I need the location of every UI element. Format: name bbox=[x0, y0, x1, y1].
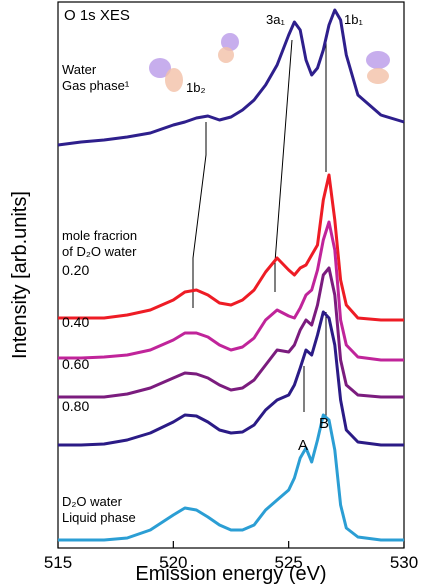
x-axis-title: Emission energy (eV) bbox=[135, 563, 326, 585]
guide-line bbox=[274, 39, 293, 292]
guide-line bbox=[192, 122, 207, 308]
annotation: 1b₂ bbox=[186, 80, 206, 95]
orbital-icon bbox=[366, 51, 390, 69]
series-label: D₂O water Liquid phase bbox=[62, 494, 136, 525]
plot-frame bbox=[57, 1, 405, 549]
spectrum-line bbox=[58, 310, 404, 447]
annotation: A bbox=[298, 437, 309, 454]
x-tick-label: 520 bbox=[159, 553, 187, 572]
spectrum-line bbox=[57, 8, 405, 147]
guide-lines bbox=[192, 39, 327, 418]
annotation: 3a₁ bbox=[266, 12, 285, 27]
spectrum-line bbox=[58, 173, 404, 322]
series-label: 0.80 bbox=[62, 398, 90, 414]
annotation: 1b₁ bbox=[344, 12, 363, 27]
annotation: B bbox=[319, 415, 330, 432]
orbital-icon bbox=[218, 47, 234, 63]
x-tick-label: 515 bbox=[44, 553, 72, 572]
series-label: 0.40 bbox=[62, 314, 90, 330]
orbital-icon bbox=[367, 68, 389, 84]
spectrum-line bbox=[58, 413, 404, 542]
series-label: 0.60 bbox=[62, 356, 90, 372]
orbital-icon bbox=[149, 58, 171, 78]
orbital-icon bbox=[221, 33, 239, 51]
orbital-icon bbox=[165, 68, 183, 92]
series-label: 0.20 bbox=[62, 262, 90, 278]
spectrum-line bbox=[58, 266, 404, 399]
x-tick-label: 525 bbox=[274, 553, 302, 572]
annotation: mole fracrion of D₂O water bbox=[62, 228, 138, 259]
x-tick-label: 530 bbox=[390, 553, 418, 572]
series-label: Water Gas phase¹ bbox=[62, 62, 130, 93]
spectrum-line bbox=[58, 220, 404, 362]
y-axis-title: Intensity [arb.units] bbox=[9, 191, 31, 359]
orbital-icons bbox=[149, 33, 390, 92]
annotation: O 1s XES bbox=[64, 7, 130, 24]
